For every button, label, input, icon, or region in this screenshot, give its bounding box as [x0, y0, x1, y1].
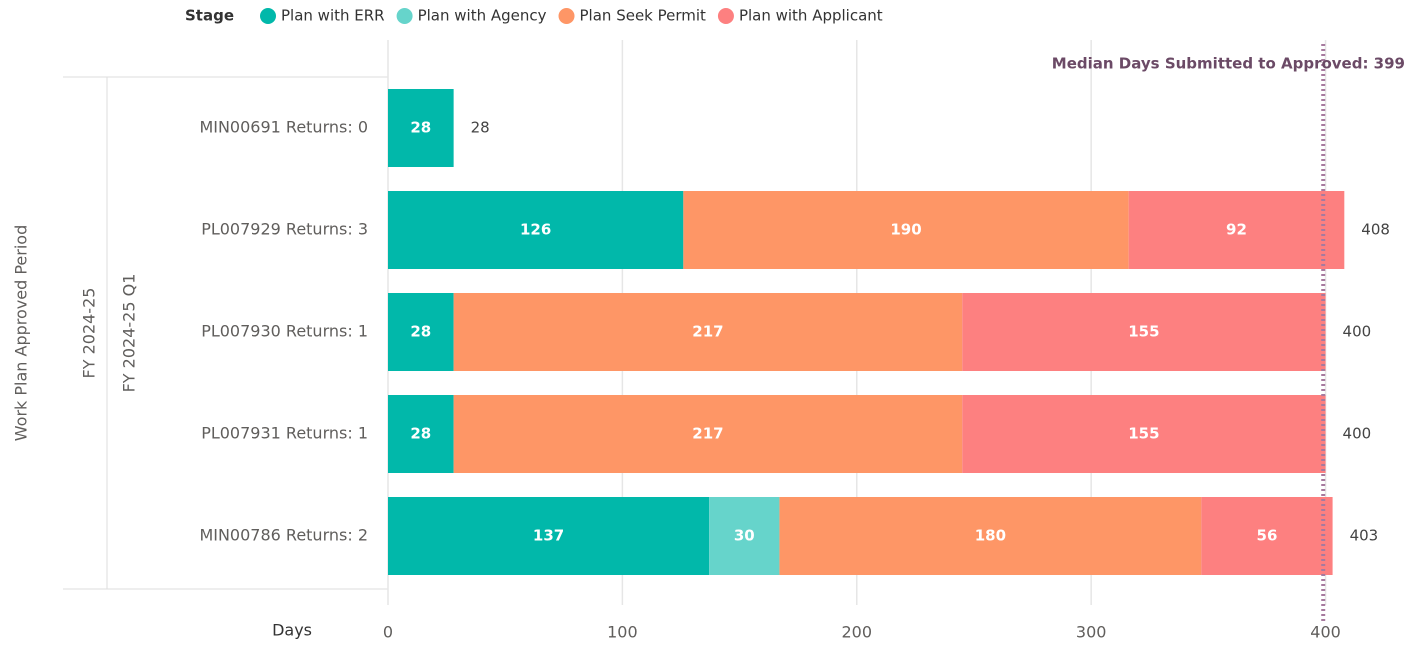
bar-segment	[453, 395, 963, 473]
legend-label: Plan Seek Permit	[580, 7, 707, 25]
x-tick-label: 200	[842, 623, 873, 642]
total-label: 408	[1361, 221, 1390, 239]
data-label: 217	[692, 323, 723, 341]
bar-segment	[388, 191, 684, 269]
total-label: 400	[1343, 323, 1372, 341]
x-tick-label: 100	[607, 623, 638, 642]
bar-segment	[453, 293, 963, 371]
total-label: 400	[1343, 425, 1372, 443]
total-label: 403	[1350, 527, 1379, 545]
legend-title: Stage	[185, 7, 234, 25]
legend-label: Plan with Agency	[418, 7, 547, 25]
data-label: 30	[734, 527, 755, 545]
data-label: 190	[890, 221, 921, 239]
data-label: 28	[410, 323, 431, 341]
bar-segment	[962, 293, 1326, 371]
y-tick-label: MIN00691 Returns: 0	[199, 118, 368, 137]
legend-marker	[260, 8, 276, 24]
legend-label: Plan with Applicant	[739, 7, 883, 25]
data-label: 217	[692, 425, 723, 443]
data-label: 28	[410, 119, 431, 137]
y-tick-label: PL007929 Returns: 3	[201, 220, 368, 239]
bar-segment	[1201, 497, 1333, 575]
bar-segment	[388, 89, 454, 167]
y-tick-label: MIN00786 Returns: 2	[199, 526, 368, 545]
data-label: 56	[1257, 527, 1278, 545]
reference-label: Median Days Submitted to Approved: 399	[1052, 55, 1405, 73]
data-label: 126	[520, 221, 551, 239]
legend-label: Plan with ERR	[281, 7, 385, 25]
bar-segment	[709, 497, 780, 575]
y-axis-title: Work Plan Approved Period	[12, 225, 31, 441]
bar-segment	[388, 497, 710, 575]
data-label: 180	[975, 527, 1006, 545]
total-label: 28	[471, 119, 490, 137]
bar-segment	[388, 395, 454, 473]
x-tick-label: 0	[383, 623, 393, 642]
data-label: 155	[1128, 323, 1159, 341]
bar-segment	[388, 293, 454, 371]
subgroup-label: FY 2024-25 Q1	[120, 274, 139, 393]
data-label: 137	[533, 527, 564, 545]
data-label: 28	[410, 425, 431, 443]
bar-segment	[1128, 191, 1345, 269]
data-label: 155	[1128, 425, 1159, 443]
bar-segment	[779, 497, 1202, 575]
y-tick-label: PL007930 Returns: 1	[201, 322, 368, 341]
y-tick-label: PL007931 Returns: 1	[201, 424, 368, 443]
x-axis-title: Days	[272, 621, 312, 640]
x-tick-label: 300	[1076, 623, 1107, 642]
legend-marker	[717, 8, 734, 24]
bar-segment	[962, 395, 1326, 473]
bar-segment	[683, 191, 1129, 269]
group-label: FY 2024-25	[80, 288, 99, 379]
legend-marker	[396, 8, 413, 24]
legend-marker	[558, 8, 575, 24]
x-tick-label: 400	[1310, 623, 1341, 642]
data-label: 92	[1226, 221, 1247, 239]
